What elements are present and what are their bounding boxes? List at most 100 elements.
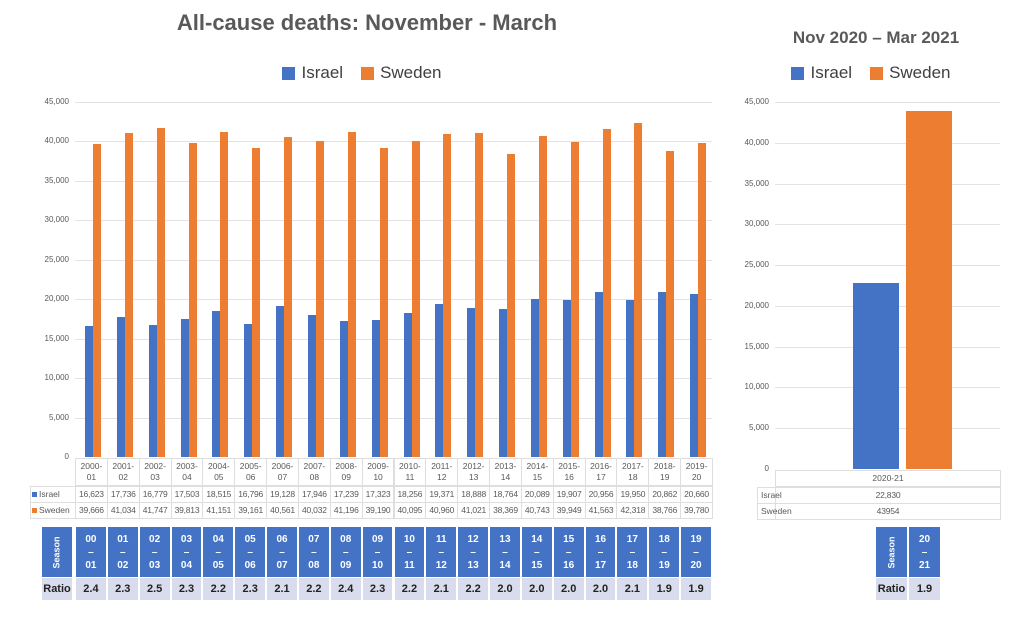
season-dash: – — [565, 546, 572, 558]
legend-swatch — [282, 66, 296, 80]
bar-israel — [276, 306, 285, 457]
season-start: 17 — [626, 533, 638, 545]
data-table-series-label: Sweden — [757, 503, 792, 520]
category-label: 2009-10 — [361, 458, 395, 486]
season-dash: – — [151, 546, 158, 558]
season-end: 17 — [594, 559, 607, 571]
season-cell: 05–06 — [235, 527, 266, 577]
ratio-value: 1.9 — [649, 578, 680, 600]
data-table-value: 20,862 — [648, 486, 682, 503]
category-label: 2002-03 — [138, 458, 172, 486]
bar-sweden — [124, 133, 133, 457]
season-cell: 07–08 — [298, 527, 329, 577]
category-label: 2014-15 — [520, 458, 554, 486]
legend-item: Israel — [282, 63, 343, 83]
data-table-value: 41,747 — [138, 502, 172, 519]
gridline — [75, 299, 712, 301]
season-start: 04 — [212, 533, 224, 545]
season-cell: 18–19 — [649, 527, 680, 577]
legend: Israel Sweden — [776, 63, 976, 83]
category-label: 2001-02 — [106, 458, 140, 486]
ratio-value: 2.0 — [585, 578, 616, 600]
bar-sweden — [538, 135, 547, 457]
season-label: Season — [886, 535, 897, 569]
season-dash: – — [661, 546, 667, 558]
season-end: 20 — [690, 559, 702, 571]
y-tick-label: 25,000 — [44, 254, 69, 264]
y-tick-label: 0 — [64, 452, 69, 461]
ratio-value: 2.0 — [490, 578, 520, 600]
ratio-value: 2.2 — [298, 578, 329, 600]
gridline — [775, 224, 1000, 226]
ratio-value: 2.1 — [426, 578, 457, 600]
season-start: 11 — [435, 533, 447, 545]
bar-sweden — [188, 142, 197, 457]
legend-swatch — [361, 66, 375, 80]
bar-israel — [371, 320, 380, 457]
season-end: 01 — [85, 559, 97, 571]
bar-sweden — [93, 144, 101, 457]
ratio-value: 2.3 — [362, 578, 393, 600]
data-table-value: 41,151 — [202, 502, 236, 519]
y-tick-label: 20,000 — [744, 300, 769, 310]
season-end: 06 — [244, 559, 256, 571]
season-start: 06 — [276, 533, 288, 545]
season-dash: – — [311, 546, 317, 558]
chart-title: All-cause deaths: November - March — [176, 10, 558, 35]
season-end: 05 — [212, 559, 224, 571]
ratio-value: 2.2 — [203, 578, 234, 600]
data-table-value: 39,666 — [75, 502, 108, 519]
season-dash: – — [629, 546, 636, 558]
data-table-value: 17,323 — [361, 486, 395, 503]
season-cell: 14–15 — [521, 527, 552, 577]
y-tick-label: 45,000 — [744, 97, 769, 106]
data-table-value: 41,563 — [584, 502, 618, 519]
season-end: 02 — [117, 559, 129, 571]
bar-israel — [853, 282, 899, 469]
bar-sweden — [220, 132, 229, 457]
season-dash: – — [921, 546, 928, 558]
gridline — [75, 259, 712, 261]
chart-title: Nov 2020 – Mar 2021 — [792, 28, 960, 47]
y-tick-label: 25,000 — [744, 260, 769, 270]
bar-israel — [594, 291, 603, 457]
bar-israel — [467, 307, 476, 457]
bar-israel — [212, 310, 221, 457]
bar-sweden — [252, 148, 261, 457]
legend-label: Sweden — [889, 63, 951, 82]
data-table-value: 20,089 — [520, 486, 554, 503]
season-cell: 02–03 — [139, 527, 170, 577]
bar-sweden — [906, 110, 952, 469]
bar-sweden — [634, 123, 643, 457]
gridline — [75, 417, 712, 419]
category-label: 2017-18 — [616, 458, 650, 486]
data-table-value: 38,369 — [489, 502, 522, 519]
gridline — [775, 142, 1000, 144]
category-label: 2016-17 — [584, 458, 618, 486]
data-table-value: 40,095 — [393, 502, 427, 519]
season-cell: 12–13 — [458, 527, 489, 577]
season-dash: – — [342, 546, 349, 558]
legend-item: Israel — [791, 63, 852, 83]
season-cell: 08–09 — [330, 527, 361, 577]
season-cell: 01–02 — [107, 527, 138, 577]
season-start: 13 — [499, 533, 511, 545]
season-cell: 09–10 — [362, 527, 393, 577]
gridline — [75, 180, 712, 182]
data-table-value: 18,888 — [457, 486, 491, 503]
category-label: 2010-11 — [393, 458, 427, 486]
bar-israel — [85, 325, 93, 457]
y-tick-label: 20,000 — [44, 294, 69, 304]
bar-sweden — [156, 127, 165, 457]
data-table-value: 40,743 — [520, 502, 554, 519]
legend-swatch — [791, 66, 805, 80]
bar-israel — [690, 294, 699, 457]
data-table-series-label: Sweden — [30, 502, 76, 519]
bar-israel — [244, 324, 253, 457]
ratio-value: 2.2 — [458, 578, 489, 600]
bar-israel — [403, 312, 412, 457]
gridline — [775, 265, 1000, 267]
bar-sweden — [666, 151, 675, 457]
bar-sweden — [411, 140, 420, 457]
season-dash: – — [183, 546, 190, 558]
